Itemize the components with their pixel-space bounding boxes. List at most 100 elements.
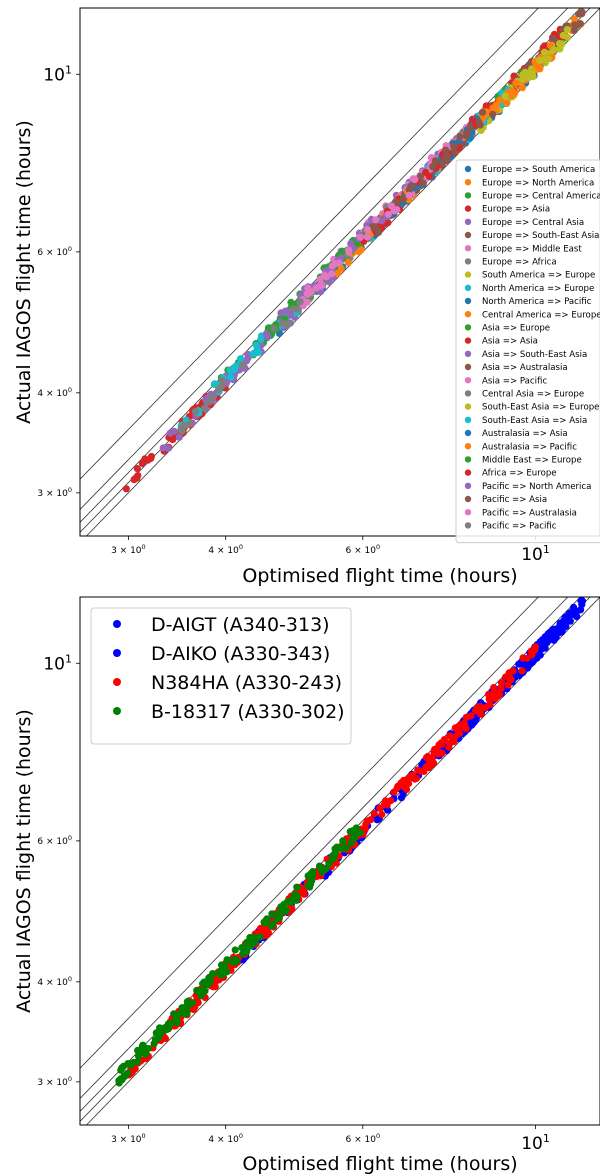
data-point <box>169 436 177 444</box>
data-point <box>408 182 416 190</box>
data-point <box>277 309 285 317</box>
data-point <box>238 361 246 369</box>
data-point <box>138 459 146 468</box>
data-point <box>304 881 312 889</box>
data-point <box>497 679 506 687</box>
data-point <box>356 829 364 837</box>
axes-frame <box>79 596 600 1126</box>
legend-box <box>455 159 600 544</box>
legend-marker <box>464 231 472 239</box>
x-tick-label: 4 × 100 <box>208 1132 243 1145</box>
data-point <box>456 133 464 141</box>
data-point <box>292 896 301 904</box>
y-tick-label: 4 × 100 <box>37 975 72 988</box>
legend-label: Central America => Europe <box>482 310 600 320</box>
legend-label: North America => Pacific <box>482 297 592 307</box>
reference-line <box>80 597 569 1099</box>
x-tick-label: 3 × 100 <box>111 543 146 556</box>
legend-label: Europe => Asia <box>482 205 550 215</box>
legend-marker <box>464 192 472 199</box>
legend-label: N384HA (A330-243) <box>151 672 342 694</box>
data-point <box>445 743 453 751</box>
legend-label: South-East Asia => Europe <box>482 403 599 413</box>
data-point <box>242 946 251 954</box>
x-tick-label: 4 × 100 <box>208 543 243 556</box>
data-point <box>154 1034 162 1042</box>
data-point <box>442 146 450 154</box>
x-tick-label: 101 <box>521 1132 550 1154</box>
data-point <box>576 20 584 28</box>
data-point <box>268 910 276 918</box>
data-point <box>476 121 484 129</box>
data-point <box>539 645 547 653</box>
legend-marker <box>113 707 121 715</box>
data-point <box>293 883 301 891</box>
data-point <box>335 259 343 267</box>
data-point <box>559 31 567 40</box>
data-point <box>183 998 191 1006</box>
data-point <box>363 233 371 241</box>
legend-label: Asia => Pacific <box>482 376 547 386</box>
data-point <box>501 92 509 100</box>
data-point <box>177 1009 185 1018</box>
legend-marker <box>464 509 472 516</box>
legend-label: South-East Asia => Asia <box>482 416 587 426</box>
data-point <box>170 1010 178 1018</box>
data-point <box>342 844 350 852</box>
chart-bottom: 3 × 100 4 × 100 6 × 100 101 3 × 100 4 × 100 6 … <box>13 596 600 1175</box>
data-point <box>571 21 579 29</box>
legend-label: Europe => Middle East <box>482 244 582 254</box>
data-point <box>578 10 586 18</box>
legend-label: D-AIGT (A340-313) <box>151 614 330 636</box>
plot-area <box>80 597 600 1125</box>
data-point <box>217 961 226 969</box>
data-point <box>147 452 155 461</box>
y-tick-label: 3 × 100 <box>37 486 72 499</box>
legend-label: North America => Europe <box>482 284 594 294</box>
data-point <box>337 264 345 272</box>
legend-label: Europe => Africa <box>482 257 557 267</box>
reference-line <box>85 597 600 1125</box>
y-tick-label: 101 <box>43 652 72 674</box>
legend-marker <box>464 218 472 225</box>
data-point <box>374 815 382 824</box>
data-point <box>337 845 345 853</box>
data-point <box>230 955 238 964</box>
series-18 <box>501 26 572 100</box>
data-point <box>384 210 392 218</box>
data-point <box>518 84 527 92</box>
data-point <box>558 40 566 48</box>
legend-marker <box>464 377 472 384</box>
legend-label: B-18317 (A330-302) <box>151 701 345 723</box>
y-tick-label: 3 × 100 <box>37 1075 72 1088</box>
data-point <box>357 246 365 254</box>
data-point <box>547 630 555 638</box>
data-point <box>384 806 392 814</box>
data-point <box>540 48 549 56</box>
data-point <box>430 759 438 767</box>
data-point <box>322 272 330 281</box>
data-point <box>405 191 413 199</box>
data-point <box>345 246 353 254</box>
x-tick-label: 6 × 100 <box>345 543 380 556</box>
data-point <box>536 638 545 646</box>
data-point <box>316 863 324 871</box>
data-point <box>563 26 571 34</box>
data-point <box>122 485 130 493</box>
y-tick-label: 4 × 100 <box>37 386 72 399</box>
data-point <box>232 362 240 370</box>
data-point <box>528 651 536 659</box>
data-point <box>503 99 511 107</box>
legend-marker <box>464 337 472 344</box>
data-point <box>115 1077 123 1085</box>
x-tick-label: 6 × 100 <box>345 1132 380 1145</box>
data-point <box>430 748 438 757</box>
data-point <box>410 774 418 782</box>
data-point <box>208 393 216 401</box>
data-point <box>374 227 382 235</box>
reference-line <box>80 597 539 1069</box>
data-point <box>312 284 320 292</box>
data-point <box>347 839 355 847</box>
legend-label: Europe => North America <box>482 178 594 188</box>
